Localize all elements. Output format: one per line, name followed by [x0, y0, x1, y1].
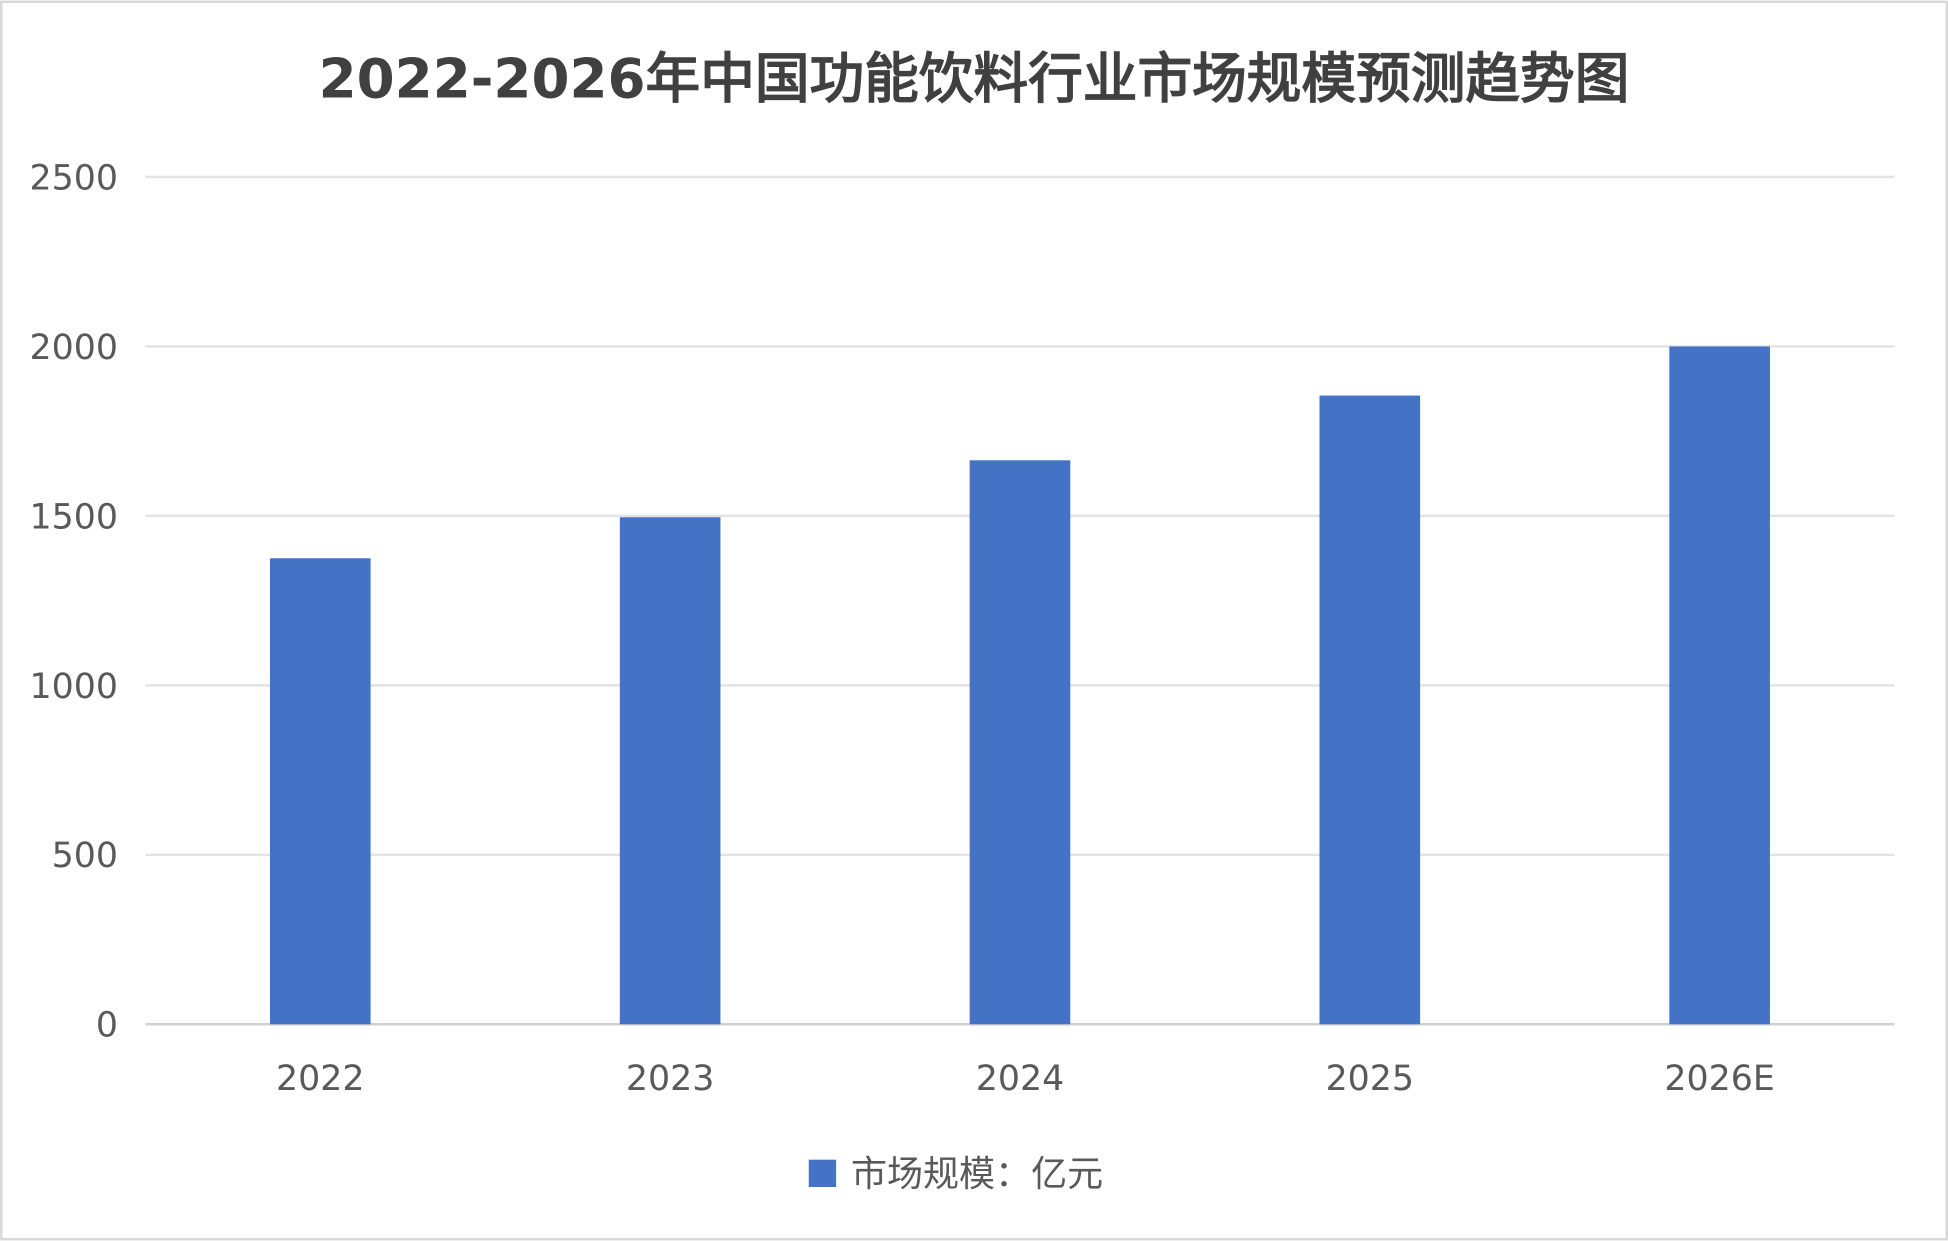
chart-title: 2022-2026年中国功能饮料行业市场规模预测趋势图 [319, 46, 1630, 110]
x-tick-label: 2024 [976, 1059, 1064, 1099]
x-tick-label: 2023 [626, 1059, 714, 1099]
bar-2023 [619, 517, 721, 1025]
bar-2024 [969, 460, 1071, 1025]
y-tick-label: 2500 [30, 158, 118, 198]
legend-swatch [808, 1159, 837, 1188]
bar-2026E [1669, 346, 1770, 1025]
x-tick-label: 2026E [1664, 1059, 1774, 1099]
bar-2025 [1319, 395, 1421, 1025]
bar-2022 [269, 558, 371, 1025]
y-tick-label: 0 [96, 1006, 118, 1046]
y-tick-label: 1500 [30, 497, 118, 537]
x-tick-label: 2022 [276, 1059, 364, 1099]
y-tick-label: 1000 [30, 667, 118, 707]
y-tick-label: 500 [52, 836, 118, 876]
legend-label: 市场规模：亿元 [851, 1154, 1103, 1195]
x-tick-label: 2025 [1326, 1059, 1414, 1099]
y-tick-label: 2000 [30, 328, 118, 368]
legend: 市场规模：亿元 [808, 1154, 1103, 1195]
